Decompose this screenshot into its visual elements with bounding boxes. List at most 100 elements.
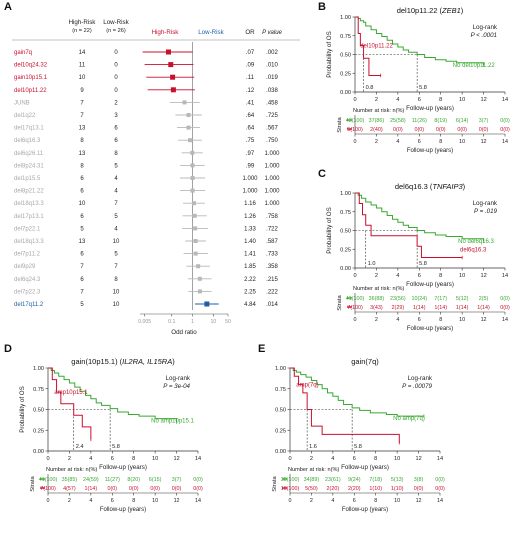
forest-row-low-count: 5 [114,163,118,169]
km-risk-cell: 11(27) [105,477,120,483]
km-risk-cell: 0(0) [193,477,203,483]
forest-row-low-count: 4 [114,189,118,195]
header-or: OR [245,29,255,36]
km-x-tick-label: 2 [375,273,378,279]
header-pvalue: P value [262,30,282,36]
km-risk-title: Number at risk: n(%) [46,467,97,473]
forest-x-tick-label: 50 [225,319,231,325]
km-risk-cell: 9(24) [348,477,361,483]
km-risk-x-tick-label: 2 [68,498,71,504]
km-panel-c: del6q16.3 (TNFAIP3)0.000.250.500.751.000… [326,182,510,332]
km-x-tick-label: 8 [439,97,442,103]
forest-row-pvalue: .019 [266,75,278,81]
km-y-tick-label: 1.00 [340,15,351,21]
km-x-tick-label: 0 [353,97,356,103]
panel-label-c: C [318,168,326,180]
km-risk-x-tick-label: 6 [353,498,356,504]
km-x-tick-label: 14 [502,273,508,279]
km-median-label: 5.8 [419,85,427,91]
forest-point [197,276,202,281]
km-title-text: del10p11.22 ( [397,6,443,15]
forest-point [190,188,195,193]
forest-row-low-count: 0 [114,88,118,94]
forest-point [190,176,195,180]
forest-point [191,201,196,206]
forest-row-or: .12 [246,88,255,94]
forest-point [186,125,191,130]
km-panel-e: gain(7q) 0.00 0.25 0.50 0.75 1.00 0 2 4 6 8 10 12 14 F… [272,357,445,513]
forest-row-high-count: 5 [80,302,84,308]
km-y-tick-label: 0.25 [275,428,286,434]
km-risk-x-tick-label: 0 [354,317,357,323]
forest-row-low-count: 6 [114,138,118,144]
forest-row-label: del17p13.1 [14,214,44,220]
forest-row-high-count: 10 [79,75,86,81]
km-risk-x-tick-label: 2 [310,498,313,504]
forest-row-or: 1.85 [244,264,256,270]
forest-row-high-count: 7 [80,289,84,295]
km-x-tick-label: 4 [396,97,399,103]
forest-row-low-count: 2 [114,100,118,106]
header-low-risk-n: (n = 26) [106,28,126,34]
forest-row-pvalue: .458 [266,100,278,106]
forest-row-or: 1.33 [244,226,256,232]
forest-row-pvalue: 1.000 [264,176,280,182]
km-risk-cell: 1(14) [413,305,426,311]
forest-row-or: 2.25 [244,289,256,295]
km-risk-x-tick-label: 8 [374,498,377,504]
km-title-end: ) [463,182,466,191]
km-risk-cell: 0(0) [500,305,510,311]
km-risk-cell: 0(0) [500,127,510,133]
km-y-tick-label: 0.00 [340,90,351,96]
km-risk-x-tick-label: 4 [89,498,92,504]
km-x-tick-label: 6 [418,273,421,279]
forest-row-low-count: 0 [114,75,118,81]
forest-row-or: 1.40 [244,239,256,245]
km-risk-strata-label: Strata [337,294,343,310]
km-risk-cell: 7(18) [369,477,382,483]
km-x-axis-label: Follow-up (years) [406,105,454,112]
km-risk-x-axis-label: Follow-up (years) [407,148,453,154]
km-risk-cell: 2(40) [370,127,383,133]
km-risk-x-tick-label: 14 [437,498,443,504]
forest-row-high-count: 14 [79,50,86,56]
km-title-text: del6q16.3 ( [395,182,433,191]
km-x-tick-label: 12 [480,273,486,279]
forest-row-or: .75 [246,138,255,144]
km-risk-cell: 0(0) [435,486,445,492]
km-title-end: ) [461,6,464,15]
km-title: del6q16.3 (TNFAIP3) [395,182,466,191]
forest-row-label: del18q13.3 [14,201,44,207]
km-risk-cell: 1(14) [477,305,490,311]
km-risk-cell: 34(89) [304,477,320,483]
forest-row-low-count: 7 [114,201,118,207]
km-risk-cell: 0(0) [500,118,510,124]
km-risk-cell: 6(15) [149,477,162,483]
forest-row-label: del6q26.11 [14,151,44,157]
forest-row-pvalue: .358 [266,264,278,270]
km-risk-cell: 1(14) [456,305,469,311]
km-risk-cell: 24(59) [83,477,99,483]
forest-point [204,301,210,307]
forest-row-low-count: 10 [113,239,120,245]
km-panel-d: gain(10p15.1) (IL2RA, IL15RA) 0.00 0.25 0.5… [19,357,203,513]
forest-row-label: del8p24.31 [14,163,44,169]
forest-point [187,138,192,143]
km-series-label-event: del10p11.22 [360,44,393,50]
km-title: gain(7q) [351,357,379,366]
forest-row-label: del17q11.2 [14,302,44,308]
km-x-tick-label: 4 [89,456,92,462]
km-series-label-reference: No amp10p15.1 [151,419,194,425]
forest-row-label: del6q16.3 [14,138,41,144]
km-risk-x-tick-label: 6 [418,139,421,145]
km-x-tick-label: 0 [288,456,291,462]
forest-point [166,49,172,55]
forest-row-pvalue: .215 [266,277,278,283]
km-risk-cell: 36(88) [369,296,385,302]
forest-point [192,213,197,218]
km-curve-reference [355,192,485,241]
km-risk-x-tick-label: 4 [396,139,399,145]
forest-row-high-count: 13 [79,239,86,245]
km-y-tick-label: 0.75 [33,387,44,393]
forest-row-label: del7p11.2 [14,252,41,258]
